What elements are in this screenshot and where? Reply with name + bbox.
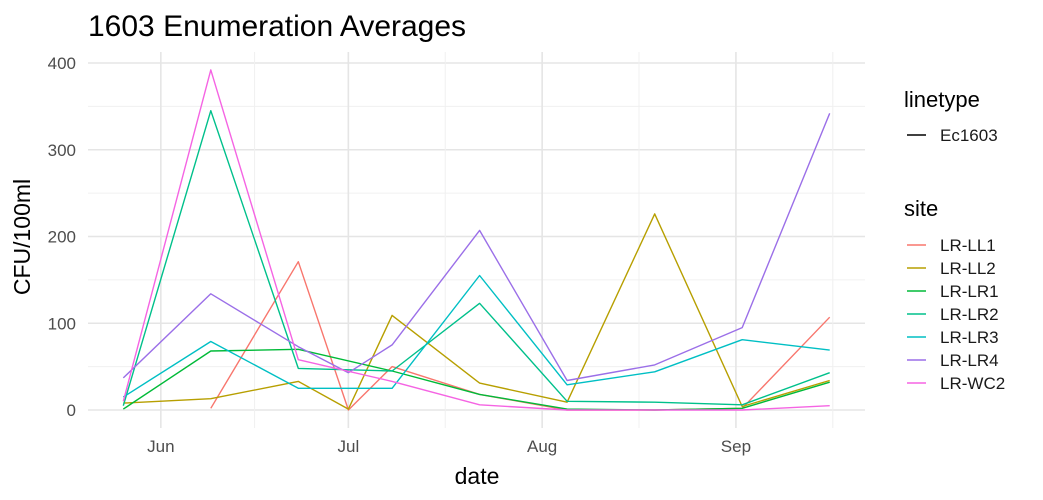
y-tick-label: 400 bbox=[48, 54, 76, 73]
series-line-lr-lr4 bbox=[122, 113, 831, 382]
legend: linetype Ec1603 site LR-LL1LR-LL2LR-LR1L… bbox=[904, 87, 1005, 393]
series-line-lr-ll2 bbox=[123, 213, 830, 410]
legend-label-lr-lr4: LR-LR4 bbox=[940, 351, 999, 370]
y-tick-label: 100 bbox=[48, 314, 76, 333]
series-line-lr-wc2 bbox=[122, 69, 830, 411]
x-tick-label: Sep bbox=[721, 437, 751, 456]
chart-title: 1603 Enumeration Averages bbox=[88, 10, 466, 43]
legend-label-lr-ll2: LR-LL2 bbox=[940, 259, 996, 278]
legend-linetype-label: Ec1603 bbox=[940, 126, 998, 145]
legend-label-lr-lr1: LR-LR1 bbox=[940, 282, 999, 301]
y-tick-label: 300 bbox=[48, 141, 76, 160]
y-axis-ticks: 0 100 200 300 400 bbox=[48, 54, 76, 420]
plot-lines bbox=[122, 69, 831, 411]
legend-site-title: site bbox=[904, 196, 938, 221]
legend-label-lr-wc2: LR-WC2 bbox=[940, 374, 1005, 393]
legend-label-lr-lr3: LR-LR3 bbox=[940, 328, 999, 347]
series-line-lr-lr2 bbox=[122, 109, 830, 406]
y-tick-label: 0 bbox=[67, 401, 76, 420]
x-tick-label: Jun bbox=[147, 437, 174, 456]
legend-site-items: LR-LL1 LR-LL2 LR-LR1 LR-LR2 LR-LR3 LR-LR4 LR-W… bbox=[907, 236, 1005, 393]
x-tick-label: Aug bbox=[527, 437, 557, 456]
legend-label-lr-lr2: LR-LR2 bbox=[940, 305, 999, 324]
legend-linetype-title: linetype bbox=[904, 87, 980, 112]
y-tick-label: 200 bbox=[48, 228, 76, 247]
x-axis-title: date bbox=[455, 463, 500, 489]
x-tick-label: Jul bbox=[337, 437, 359, 456]
y-axis-title: CFU/100ml bbox=[9, 179, 35, 295]
plot-grid bbox=[88, 52, 865, 428]
series-line-lr-lr3 bbox=[122, 274, 830, 398]
x-axis-ticks: Jun Jul Aug Sep bbox=[147, 437, 751, 456]
legend-label-lr-ll1: LR-LL1 bbox=[940, 236, 996, 255]
series-line-lr-lr1 bbox=[122, 348, 830, 411]
